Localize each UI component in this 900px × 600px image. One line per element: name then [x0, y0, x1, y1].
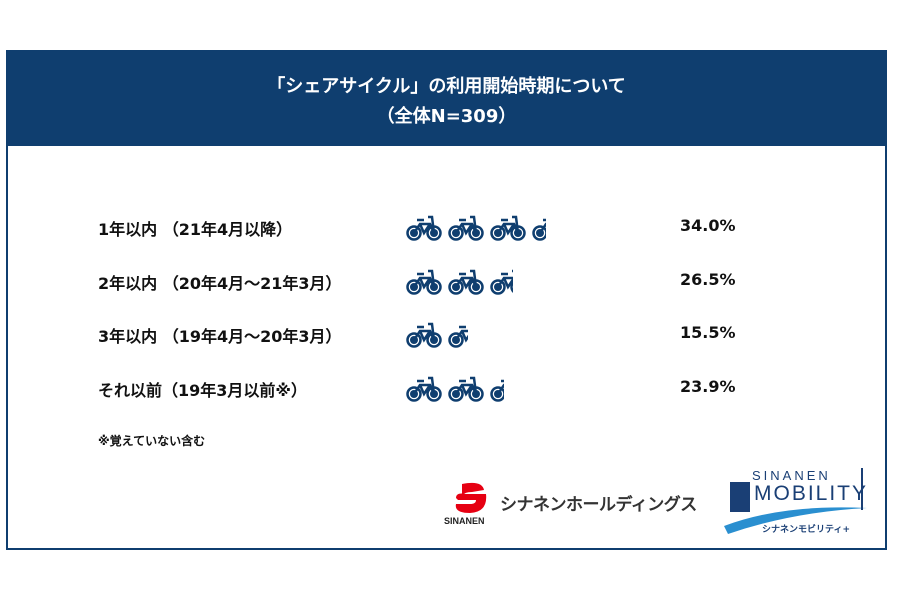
sinanen-mobility-logo: SINANEN MOBILITY シナネンモビリティ+ [722, 464, 872, 544]
bicycle-icon [448, 319, 468, 349]
mobility-mark-icon [724, 468, 867, 534]
infographic-frame: 「シェアサイクル」の利用開始時期について （全体N=309） 1年以内 （21年… [6, 50, 887, 550]
sinanen-en: SINANEN [444, 516, 485, 526]
category-label: 2年以内 （20年4月～21年3月） [98, 274, 342, 293]
header: 「シェアサイクル」の利用開始時期について （全体N=309） [8, 52, 885, 146]
value-label: 23.9% [680, 377, 736, 396]
title-line-1: 「シェアサイクル」の利用開始時期について [267, 76, 626, 97]
bicycle-icon [406, 212, 442, 242]
chart-row: 1年以内 （21年4月以降） 34.0% [8, 212, 885, 242]
bicycle-icon [448, 373, 484, 403]
category-label: 1年以内 （21年4月以降） [98, 220, 293, 239]
footnote: ※覚えていない含む [98, 434, 206, 448]
mobility-jp: シナネンモビリティ+ [762, 525, 851, 535]
bicycle-icon [406, 266, 442, 296]
sinanen-mark-icon [455, 482, 487, 513]
bicycle-icon [490, 373, 505, 403]
chart-row: それ以前（19年3月以前※） 23.9% [8, 373, 885, 403]
bicycle-icon [448, 212, 484, 242]
bicycle-icon [532, 212, 547, 242]
category-label: それ以前（19年3月以前※） [98, 381, 307, 400]
value-label: 26.5% [680, 270, 736, 289]
mobility-main: MOBILITY [754, 482, 869, 505]
sinanen-jp: シナネンホールディングス [500, 495, 697, 515]
bicycle-icon [406, 373, 442, 403]
chart-row: 3年以内 （19年4月～20年3月） 15.5% [8, 319, 885, 349]
title-line-2: （全体N=309） [376, 106, 517, 127]
value-label: 15.5% [680, 323, 736, 342]
mobility-top: SINANEN [752, 468, 831, 483]
bicycle-icon [490, 212, 526, 242]
chart-row: 2年以内 （20年4月～21年3月） 26.5% [8, 266, 885, 296]
category-label: 3年以内 （19年4月～20年3月） [98, 327, 342, 346]
bicycle-icon [448, 266, 484, 296]
bicycle-icon [490, 266, 514, 296]
value-label: 34.0% [680, 216, 736, 235]
bicycle-icon [406, 319, 442, 349]
